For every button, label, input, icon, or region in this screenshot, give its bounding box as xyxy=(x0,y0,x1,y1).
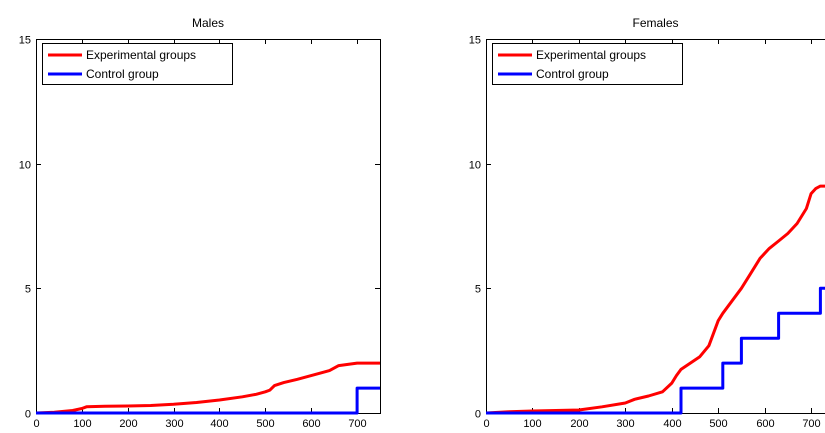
legend-box xyxy=(492,43,683,85)
legend-label-experimental-groups: Experimental groups xyxy=(536,48,646,62)
legend: Experimental groups Control group xyxy=(42,43,233,85)
x-tick-label-100: 100 xyxy=(523,418,541,430)
x-tick-label-400: 400 xyxy=(663,418,681,430)
legend: Experimental groups Control group xyxy=(492,43,683,85)
chart-males: Males 0 100 200 300 400 500 600 700 0 5 10 15 Experim… xyxy=(19,16,381,430)
y-tick-label-0: 0 xyxy=(25,409,31,421)
x-tick-label-700: 700 xyxy=(802,418,820,430)
legend-label-experimental-groups: Experimental groups xyxy=(86,48,196,62)
y-tick-label-5: 5 xyxy=(25,284,31,296)
x-tick-label-500: 500 xyxy=(709,418,727,430)
legend-label-control-group: Control group xyxy=(86,67,159,81)
y-tick-label-10: 10 xyxy=(19,160,31,172)
x-tick-label-300: 300 xyxy=(165,418,183,430)
plot-area-females xyxy=(486,39,825,414)
x-tick-label-0: 0 xyxy=(33,418,39,430)
y-tick-label-5: 5 xyxy=(475,284,481,296)
series-line-control-group xyxy=(486,286,825,415)
x-tick-label-600: 600 xyxy=(302,418,320,430)
chart-title-males: Males xyxy=(192,16,224,30)
x-tick-label-500: 500 xyxy=(256,418,274,430)
x-tick-label-600: 600 xyxy=(756,418,774,430)
x-tick-label-0: 0 xyxy=(483,418,489,430)
legend-label-control-group: Control group xyxy=(536,67,609,81)
plot-area-males xyxy=(36,39,381,414)
y-tick-label-0: 0 xyxy=(475,409,481,421)
series-line-experimental-groups xyxy=(486,184,825,415)
x-tick-label-700: 700 xyxy=(348,418,366,430)
series-line-control-group xyxy=(36,386,380,415)
x-tick-label-200: 200 xyxy=(119,418,137,430)
x-tick-label-300: 300 xyxy=(616,418,634,430)
x-tick-label-400: 400 xyxy=(210,418,228,430)
series-line-experimental-groups xyxy=(36,361,380,415)
y-tick-label-10: 10 xyxy=(469,160,481,172)
y-tick-label-15: 15 xyxy=(19,35,31,47)
legend-box xyxy=(42,43,233,85)
y-tick-label-15: 15 xyxy=(469,35,481,47)
x-tick-label-200: 200 xyxy=(570,418,588,430)
chart-females: Females 0 100 200 300 400 500 600 700 0 5 10 15 Exper… xyxy=(469,16,825,430)
x-tick-label-100: 100 xyxy=(73,418,91,430)
chart-title-females: Females xyxy=(632,16,678,30)
